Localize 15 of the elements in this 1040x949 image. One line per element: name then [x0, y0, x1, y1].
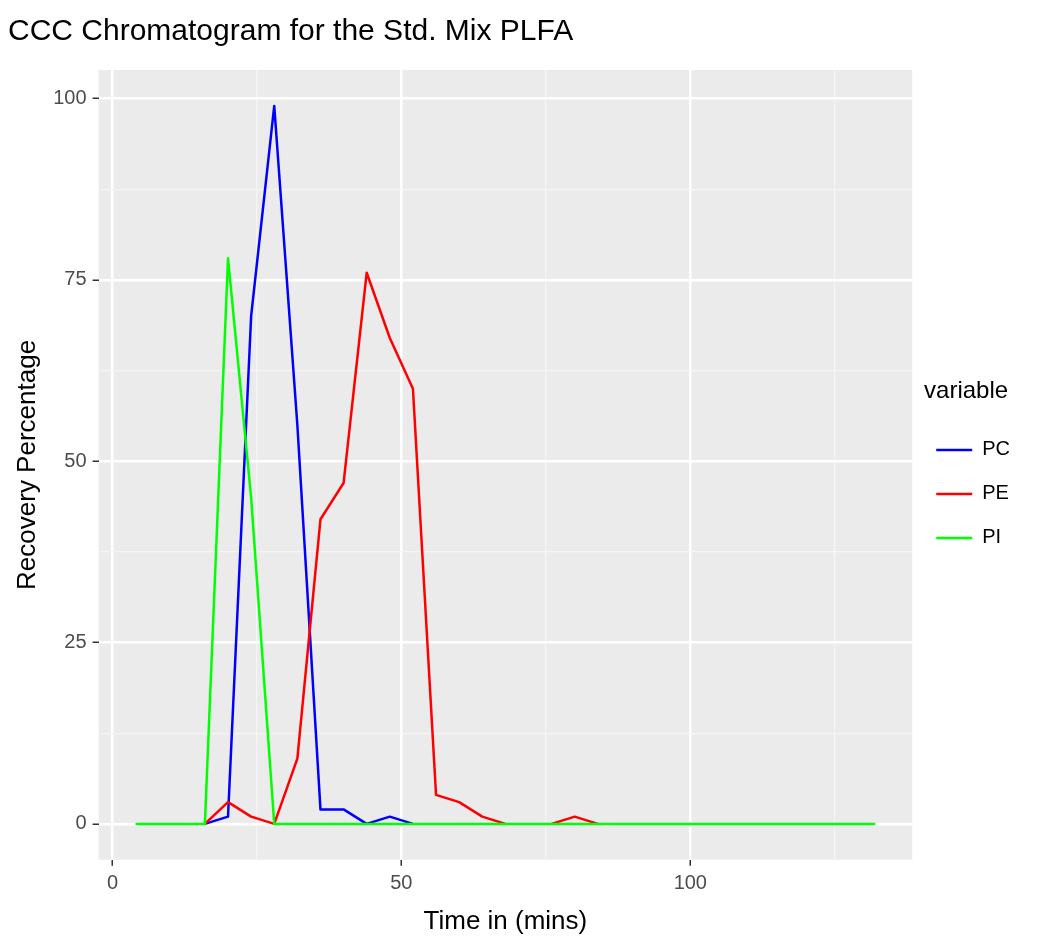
legend-label: PC: [982, 437, 1011, 460]
x-tick-label: 0: [106, 871, 118, 894]
legend-label: PE: [982, 481, 1009, 504]
x-tick-label: 100: [673, 871, 707, 894]
legend-label: PI: [982, 525, 1002, 548]
y-tick-label: 25: [64, 630, 87, 653]
x-tick-label: 50: [390, 871, 413, 894]
y-tick-label: 0: [75, 811, 87, 834]
y-tick-label: 50: [64, 448, 87, 471]
y-axis-title: Recovery Percentage: [10, 339, 41, 590]
legend-title: variable: [924, 375, 1009, 403]
x-axis-title: Time in (mins): [423, 904, 588, 935]
y-tick-label: 100: [53, 86, 87, 109]
chart-title: CCC Chromatogram for the Std. Mix PLFA: [8, 13, 574, 47]
y-tick-label: 75: [64, 267, 87, 290]
